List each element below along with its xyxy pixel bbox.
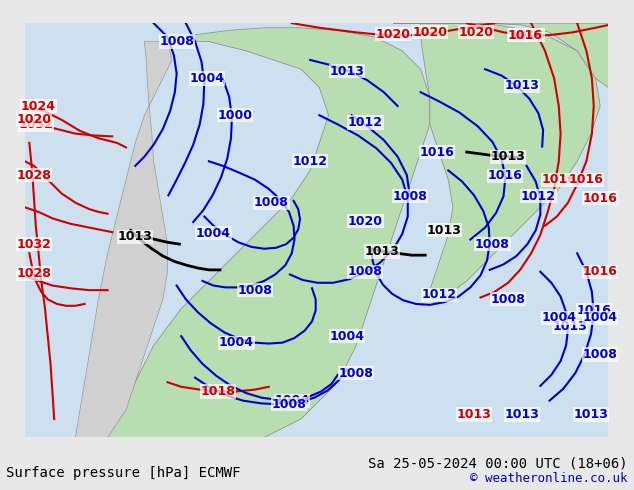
Text: 1028: 1028: [16, 169, 51, 182]
Text: 1016: 1016: [509, 28, 544, 42]
Text: 1024: 1024: [21, 99, 56, 113]
Text: 1016: 1016: [541, 173, 576, 186]
Text: 1004: 1004: [275, 394, 309, 407]
Text: 1008: 1008: [583, 348, 618, 361]
Polygon shape: [393, 23, 609, 88]
Text: 1032: 1032: [16, 238, 51, 250]
Text: 1008: 1008: [254, 196, 289, 209]
Text: 1008: 1008: [238, 284, 273, 296]
Text: 1016: 1016: [576, 304, 611, 317]
Text: 1004: 1004: [190, 72, 224, 85]
Text: 1008: 1008: [475, 238, 510, 250]
Text: 1013: 1013: [552, 320, 587, 334]
Text: 1016: 1016: [583, 265, 618, 278]
Text: 1013: 1013: [118, 230, 153, 243]
Text: 1020: 1020: [412, 26, 448, 39]
Text: 1008: 1008: [271, 398, 306, 411]
Text: 1013: 1013: [456, 408, 491, 421]
Text: 1016: 1016: [420, 146, 455, 159]
Text: 1028: 1028: [16, 267, 51, 280]
Text: Surface pressure [hPa] ECMWF: Surface pressure [hPa] ECMWF: [6, 466, 241, 480]
Text: 1012: 1012: [348, 116, 383, 129]
Text: 1012: 1012: [422, 288, 456, 301]
Text: 1012: 1012: [521, 190, 556, 203]
Text: 1016: 1016: [569, 173, 604, 186]
Text: 1013: 1013: [505, 408, 540, 421]
Text: 1016: 1016: [488, 170, 523, 182]
Polygon shape: [75, 42, 172, 438]
Text: 1008: 1008: [348, 265, 383, 278]
Text: 1020: 1020: [458, 26, 493, 39]
Text: 1016: 1016: [507, 28, 542, 42]
Text: © weatheronline.co.uk: © weatheronline.co.uk: [470, 472, 628, 485]
Polygon shape: [420, 23, 600, 304]
Text: 1004: 1004: [541, 311, 576, 324]
Text: 1018: 1018: [200, 385, 236, 398]
Text: Sa 25-05-2024 00:00 UTC (18+06): Sa 25-05-2024 00:00 UTC (18+06): [368, 456, 628, 470]
Text: 1004: 1004: [330, 330, 365, 343]
Text: 1013: 1013: [491, 150, 526, 163]
Text: 1013: 1013: [574, 408, 609, 421]
Text: 1032: 1032: [18, 118, 53, 131]
Polygon shape: [98, 28, 430, 438]
Text: 1013: 1013: [330, 65, 365, 77]
Text: 1004: 1004: [219, 336, 254, 349]
Text: 1013: 1013: [505, 79, 540, 92]
Text: 1020: 1020: [348, 215, 383, 227]
Text: 1012: 1012: [293, 155, 328, 168]
Text: 1020: 1020: [375, 28, 411, 41]
Text: 1008: 1008: [491, 293, 526, 306]
Text: 1008: 1008: [392, 190, 427, 203]
Text: 1013: 1013: [365, 245, 399, 258]
Text: 1008: 1008: [159, 35, 194, 48]
Text: 1004: 1004: [583, 311, 618, 324]
Text: 1004: 1004: [196, 226, 231, 240]
Text: 1000: 1000: [217, 109, 252, 122]
Text: 1016: 1016: [583, 192, 618, 205]
Text: 1008: 1008: [339, 367, 373, 380]
Text: 1020: 1020: [16, 113, 51, 126]
Text: 1013: 1013: [426, 224, 461, 237]
